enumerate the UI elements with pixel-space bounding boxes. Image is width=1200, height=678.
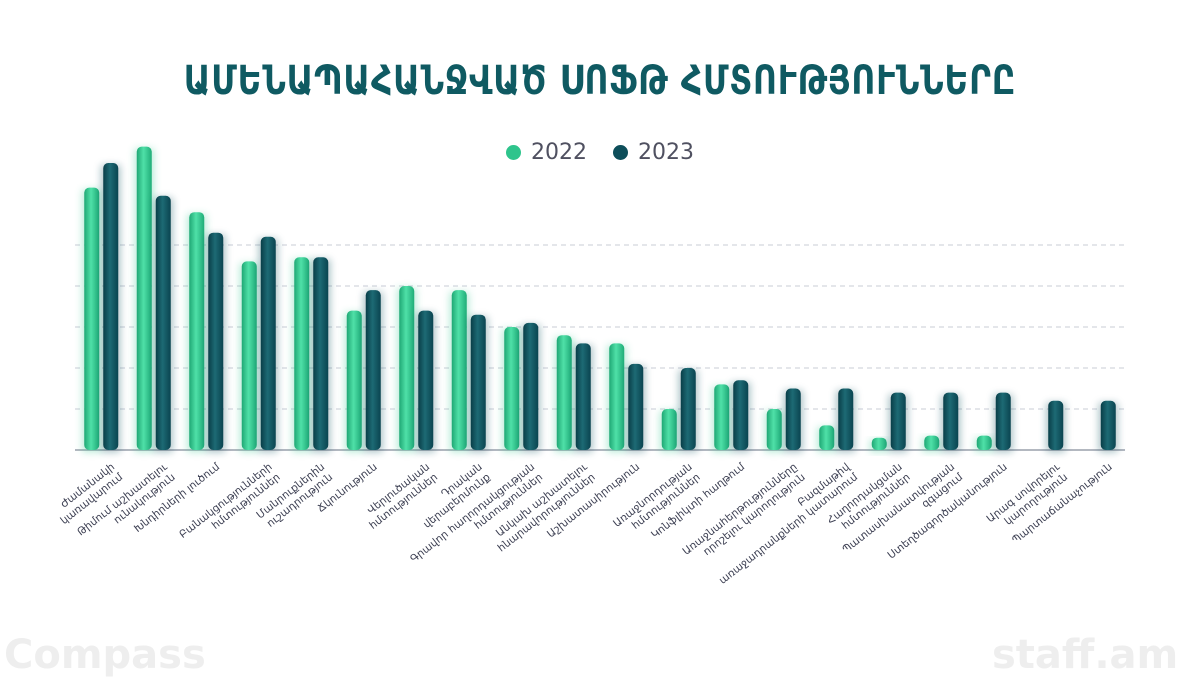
bar-2023-rect [470,314,486,450]
bar-2023 [363,290,383,452]
bar-2022-rect [871,437,887,450]
legend-label-2023: 2023 [638,140,694,165]
bars [82,146,1118,452]
bar-2022-rect [504,327,520,450]
bar-2022-rect [451,290,467,450]
legend-swatch-2022 [506,145,521,160]
bar-2023-rect [838,388,854,450]
bar-2022 [607,343,627,452]
bar-2023 [573,343,593,452]
bar-2022 [82,187,102,452]
bar-2023 [1098,400,1118,452]
bar-2023 [468,314,488,452]
bar-2022 [712,384,732,452]
bar-2023 [101,163,121,452]
bar-2022 [187,212,207,452]
bar-2023-rect [418,310,434,450]
bar-2023 [416,310,436,452]
bar-2023 [678,368,698,452]
bar-2023-rect [313,257,329,450]
bar-2022-rect [714,384,730,450]
bar-2023-rect [890,392,906,450]
bar-2022-rect [556,335,572,450]
bar-2022 [869,437,889,452]
watermark-staffam: staff.am [992,632,1179,678]
bar-2023 [521,322,541,452]
bar-2022-rect [84,187,100,450]
bar-2022-rect [346,310,362,450]
bar-2023 [888,392,908,452]
bar-2022 [397,286,417,452]
bar-2023 [836,388,856,452]
grid-lines [75,244,1125,451]
bar-2022 [344,310,364,452]
bar-2023 [783,388,803,452]
bar-2022 [239,261,259,452]
bar-2023-rect [103,163,119,450]
bar-2023-rect [260,236,276,450]
bar-2023-rect [365,290,381,450]
bar-2023-rect [943,392,959,450]
bar-2023 [626,363,646,452]
bar-2022-rect [294,257,310,450]
bar-2023-rect [1048,400,1064,450]
legend-item-2022: 2022 [506,140,587,165]
bar-2022 [292,257,312,452]
bar-2022-rect [924,435,940,450]
bar-2023-rect [1100,400,1116,450]
bar-2023 [1046,400,1066,452]
bar-2023-rect [523,322,539,450]
bar-2023-rect [785,388,801,450]
bar-2022 [449,290,469,452]
bar-2023-rect [155,195,171,450]
bar-2023 [311,257,331,452]
bar-2022 [659,409,679,452]
bar-2023 [731,380,751,452]
bar-2022 [817,425,837,452]
bar-2023-rect [575,343,591,450]
bar-2023 [258,236,278,452]
bar-2023-rect [208,232,224,450]
bar-2022 [922,435,942,452]
legend-swatch-2023 [613,145,628,160]
chart-legend: 2022 2023 [0,140,1200,165]
bar-2023-rect [680,368,696,450]
legend-label-2022: 2022 [531,140,587,165]
bar-2022 [502,327,522,452]
chart-title: ԱՄԵՆԱՊԱՀԱՆՋՎԱԾ ՍՈՖԹ ՀՄՏՈՒԹՅՈՒՆՆԵՐԸ [183,58,1017,104]
bar-2022-rect [136,146,152,450]
bar-2022-rect [819,425,835,450]
bar-2022 [974,435,994,452]
bar-2023-rect [628,363,644,450]
bar-2022-rect [189,212,205,450]
bar-2022-rect [399,286,415,450]
bar-2022 [764,409,784,452]
x-tick-label-line: Բանակցությունների [177,461,275,541]
legend-item-2023: 2023 [613,140,694,165]
bar-2023 [993,392,1013,452]
bar-2023 [941,392,961,452]
bar-2023-rect [733,380,749,450]
bar-2022 [134,146,154,452]
bar-2022 [554,335,574,452]
bar-2022-rect [661,409,677,450]
bar-2022-rect [609,343,625,450]
bar-2023 [206,232,226,452]
bar-2023 [153,195,173,452]
bar-2022-rect [766,409,782,450]
bar-2022-rect [976,435,992,450]
bar-2022-rect [241,261,257,450]
watermark-compass: Compass [4,632,206,678]
bar-2023-rect [995,392,1011,450]
